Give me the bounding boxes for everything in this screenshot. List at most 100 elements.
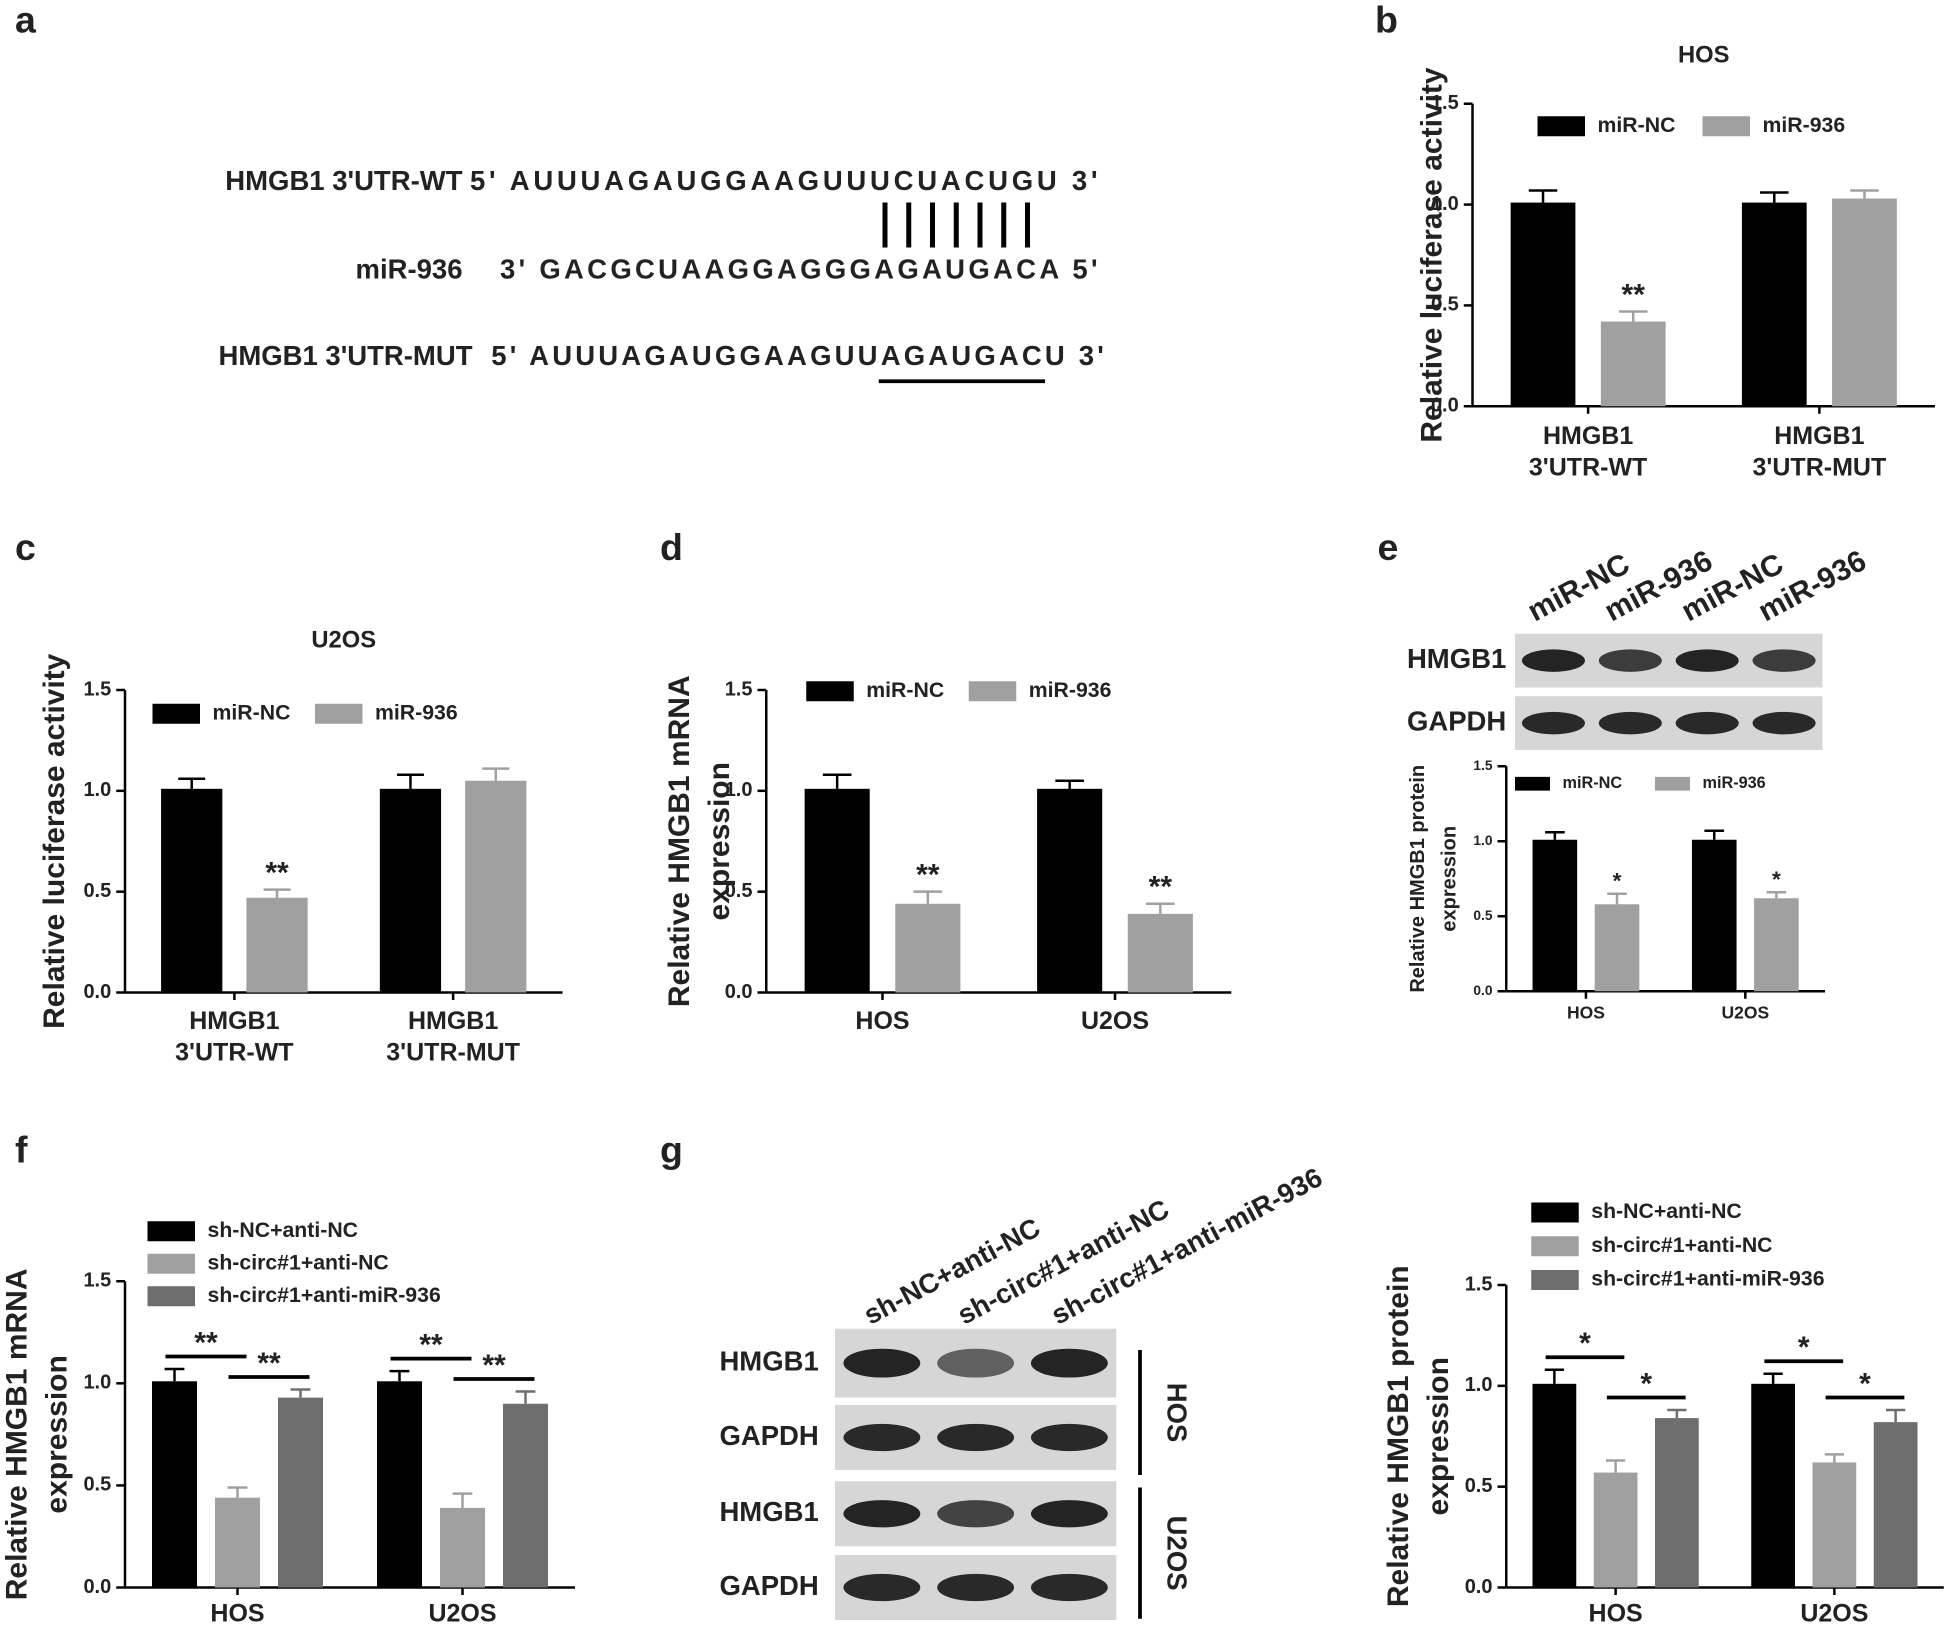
chart-title: U2OS <box>311 627 376 654</box>
bar <box>278 1397 323 1588</box>
error-bar <box>1704 829 1725 840</box>
x-tick-label: 3'UTR-WT <box>1529 453 1647 481</box>
legend-swatch <box>1531 1236 1579 1257</box>
legend-swatch <box>806 681 854 702</box>
bar <box>1600 321 1666 407</box>
x-tick-label: HOS <box>210 1600 264 1628</box>
y-tick-label: 1.0 <box>1473 833 1492 848</box>
y-axis-label: expression <box>1422 1357 1455 1515</box>
panel-label: g <box>660 1128 683 1170</box>
significance: ** <box>265 857 289 890</box>
error-bar <box>396 773 424 789</box>
y-tick-label: 0.5 <box>1465 1475 1493 1497</box>
legend-swatch <box>315 703 363 724</box>
y-tick-label: 1.5 <box>725 678 753 700</box>
y-tick-label: 1.5 <box>1473 758 1492 773</box>
blot-band <box>937 1423 1015 1452</box>
error-bar <box>1618 310 1648 322</box>
legend-swatch <box>1655 776 1690 791</box>
legend-swatch <box>968 681 1017 702</box>
significance: * <box>1859 1367 1871 1400</box>
error-bar <box>227 1486 248 1498</box>
bar <box>440 1507 485 1588</box>
y-tick-label: 1.0 <box>1431 193 1459 215</box>
legend-swatch <box>1702 116 1750 137</box>
y-tick-label: 1.0 <box>83 1372 111 1394</box>
y-tick-label: 1.5 <box>83 1270 111 1292</box>
sequence: 5' AUUUAGAUGGAAGUUUCUACUGU 3' <box>470 165 1098 196</box>
blot-band <box>843 1423 921 1452</box>
blot-band <box>937 1573 1015 1602</box>
legend-label: sh-NC+anti-NC <box>1591 1199 1742 1223</box>
significance: * <box>1613 868 1622 893</box>
bar <box>1812 1462 1857 1588</box>
bar <box>1751 1383 1795 1588</box>
y-tick-label: 0.0 <box>1473 983 1492 998</box>
error-bar <box>1607 892 1627 905</box>
western-blot: sh-NC+anti-NCsh-circ#1+anti-NCsh-circ#1+… <box>719 1161 1327 1620</box>
legend-swatch <box>1515 776 1550 791</box>
y-tick-label: 1.0 <box>725 779 753 801</box>
row-label: HMGB1 <box>1407 643 1506 674</box>
legend-label: miR-936 <box>1703 774 1766 792</box>
error-bar <box>515 1390 536 1404</box>
x-tick-label: U2OS <box>1721 1002 1769 1022</box>
error-bar <box>1667 1408 1687 1419</box>
error-bar <box>913 890 943 904</box>
x-tick-label: HOS <box>855 1007 909 1035</box>
bar <box>503 1403 548 1588</box>
blot-band <box>1521 649 1585 672</box>
y-tick-label: 1.5 <box>1431 92 1459 114</box>
legend-swatch <box>152 703 200 724</box>
x-tick-label: HMGB1 <box>189 1007 279 1035</box>
sequence-name: miR-936 <box>356 254 463 285</box>
x-tick-label: U2OS <box>1800 1600 1868 1628</box>
bar <box>1532 839 1578 992</box>
blot-band <box>1030 1423 1108 1452</box>
bar <box>161 788 223 993</box>
error-bar <box>1886 1408 1906 1423</box>
row-label: HMGB1 <box>719 1345 818 1376</box>
y-tick-label: 1.5 <box>83 678 111 700</box>
error-bar <box>389 1369 410 1382</box>
y-axis-label: Relative HMGB1 protein <box>1407 765 1429 993</box>
chart: Relative HMGB1 mRNA expression 0.0 0.5 1.0 1.… <box>663 675 1232 1035</box>
y-tick-label: 0.5 <box>725 880 753 902</box>
legend-label: miR-936 <box>375 700 458 724</box>
legend-swatch <box>1531 1202 1579 1223</box>
bar <box>1594 904 1640 992</box>
error-bar <box>1528 189 1558 203</box>
y-tick-label: 0.5 <box>1431 294 1459 316</box>
bar <box>1127 913 1193 993</box>
blot-band <box>1030 1348 1108 1378</box>
y-axis-label: Relative HMGB1 mRNA <box>663 675 696 1007</box>
x-tick-label: HMGB1 <box>1774 422 1864 450</box>
error-bar <box>1824 1453 1844 1463</box>
legend-label: sh-circ#1+anti-miR-936 <box>1591 1267 1824 1291</box>
blot-band <box>843 1500 921 1528</box>
y-axis-label: Relative HMGB1 protein <box>1382 1265 1415 1607</box>
bar <box>804 788 870 993</box>
x-tick-label: U2OS <box>1081 1007 1149 1035</box>
error-bar <box>1055 779 1084 789</box>
error-bar <box>1146 902 1175 914</box>
significance: ** <box>419 1329 443 1362</box>
sequence: 3' GACGCUAAGGAGGGAGAUGACA 5' <box>500 254 1098 285</box>
error-bar <box>178 777 206 789</box>
bar <box>379 788 442 993</box>
legend-label: sh-circ#1+anti-NC <box>1591 1233 1772 1257</box>
x-tick-label: 3'UTR-MUT <box>386 1038 520 1066</box>
x-tick-label: HMGB1 <box>408 1007 498 1035</box>
blot-band <box>1675 711 1739 735</box>
blot-band <box>1675 649 1739 672</box>
error-bar <box>1545 831 1565 840</box>
group-label: HOS <box>1162 1383 1193 1443</box>
panel-label: a <box>15 0 37 40</box>
base-pairing <box>882 202 1030 248</box>
sequence-name: HMGB1 3'UTR-MUT <box>218 340 472 371</box>
x-tick-label: 3'UTR-WT <box>175 1038 293 1066</box>
y-tick-label: 0.0 <box>725 981 753 1003</box>
chart: Relative HMGB1 protein expression 0.0 0.5 1.… <box>1407 758 1825 1022</box>
sequence-name: HMGB1 3'UTR-WT <box>225 165 462 196</box>
